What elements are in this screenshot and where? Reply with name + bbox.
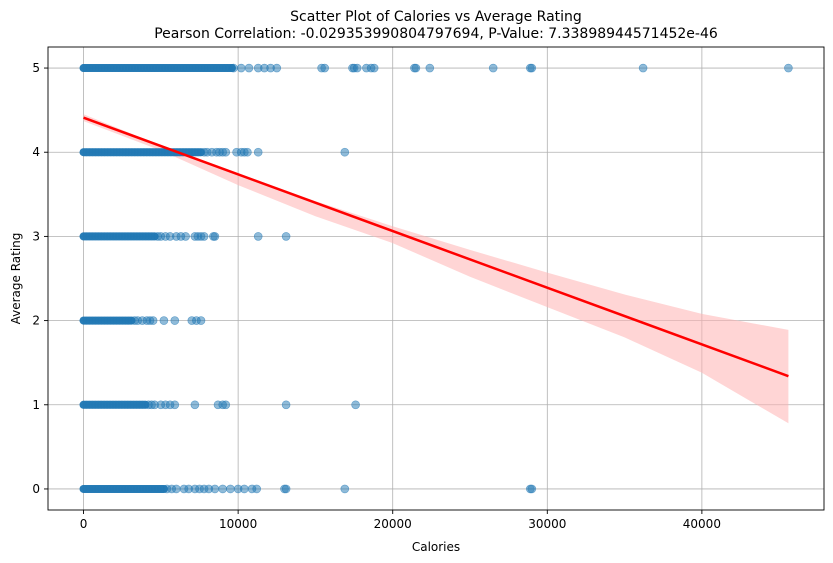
scatter-point [253, 147, 263, 157]
scatter-point [244, 63, 254, 73]
scatter-point [148, 316, 158, 325]
scatter-points [79, 63, 793, 494]
scatter-point [159, 316, 169, 325]
scatter-point [253, 232, 263, 241]
y-tick-label: 2 [32, 314, 40, 328]
scatter-point [210, 232, 220, 241]
scatter-point [240, 484, 249, 494]
scatter-point [221, 400, 231, 410]
scatter-point [196, 316, 206, 325]
scatter-point [243, 147, 252, 157]
x-tick-label: 30000 [528, 517, 566, 531]
scatter-point [488, 63, 498, 73]
y-axis-ticks: 0 1 2 3 4 5 [32, 61, 48, 496]
scatter-point [236, 63, 246, 73]
scatter-point [425, 63, 435, 73]
scatter-point [281, 484, 291, 494]
y-tick-label: 1 [32, 398, 40, 412]
regression-line [83, 116, 789, 378]
scatter-point [170, 400, 180, 410]
y-tick-label: 5 [32, 61, 40, 75]
scatter-point [190, 400, 200, 410]
scatter-point [340, 484, 350, 494]
scatter-point [411, 63, 421, 73]
scatter-point [340, 147, 350, 157]
x-tick-label: 10000 [219, 517, 257, 531]
scatter-point [369, 63, 379, 73]
scatter-point [281, 232, 291, 241]
plot-frame [47, 46, 825, 511]
x-tick-label: 20000 [374, 517, 412, 531]
scatter-point [172, 484, 181, 494]
regression-line-group [83, 116, 789, 378]
scatter-point [272, 63, 282, 73]
scatter-point [181, 232, 190, 241]
scatter-point [527, 484, 537, 494]
y-tick-label: 3 [32, 229, 40, 243]
scatter-point [170, 316, 180, 325]
confidence-band [83, 114, 789, 424]
scatter-point [281, 400, 291, 410]
scatter-point [210, 484, 220, 494]
scatter-point [229, 63, 238, 73]
y-tick-label: 0 [32, 482, 40, 496]
x-tick-label: 0 [80, 517, 88, 531]
scatter-point [252, 484, 262, 494]
scatter-point [218, 484, 227, 494]
scatter-point [351, 400, 360, 410]
x-axis-ticks: 0 10000 20000 30000 40000 [80, 510, 721, 531]
scatter-point [638, 63, 648, 73]
scatter-point [226, 484, 235, 494]
scatter-point [199, 232, 209, 241]
y-tick-label: 4 [32, 145, 40, 159]
confidence-band-area [83, 114, 789, 424]
chart-subtitle: Pearson Correlation: -0.0293539908047976… [154, 26, 718, 42]
scatter-point [352, 63, 362, 73]
scatter-point [784, 63, 793, 73]
scatter-point [527, 63, 537, 73]
scatter-point [221, 147, 231, 157]
y-axis-label: Average Rating [9, 233, 23, 325]
scatter-point [320, 63, 330, 73]
chart-title: Scatter Plot of Calories vs Average Rati… [290, 9, 582, 25]
x-axis-label: Calories [412, 540, 460, 554]
x-tick-label: 40000 [683, 517, 721, 531]
